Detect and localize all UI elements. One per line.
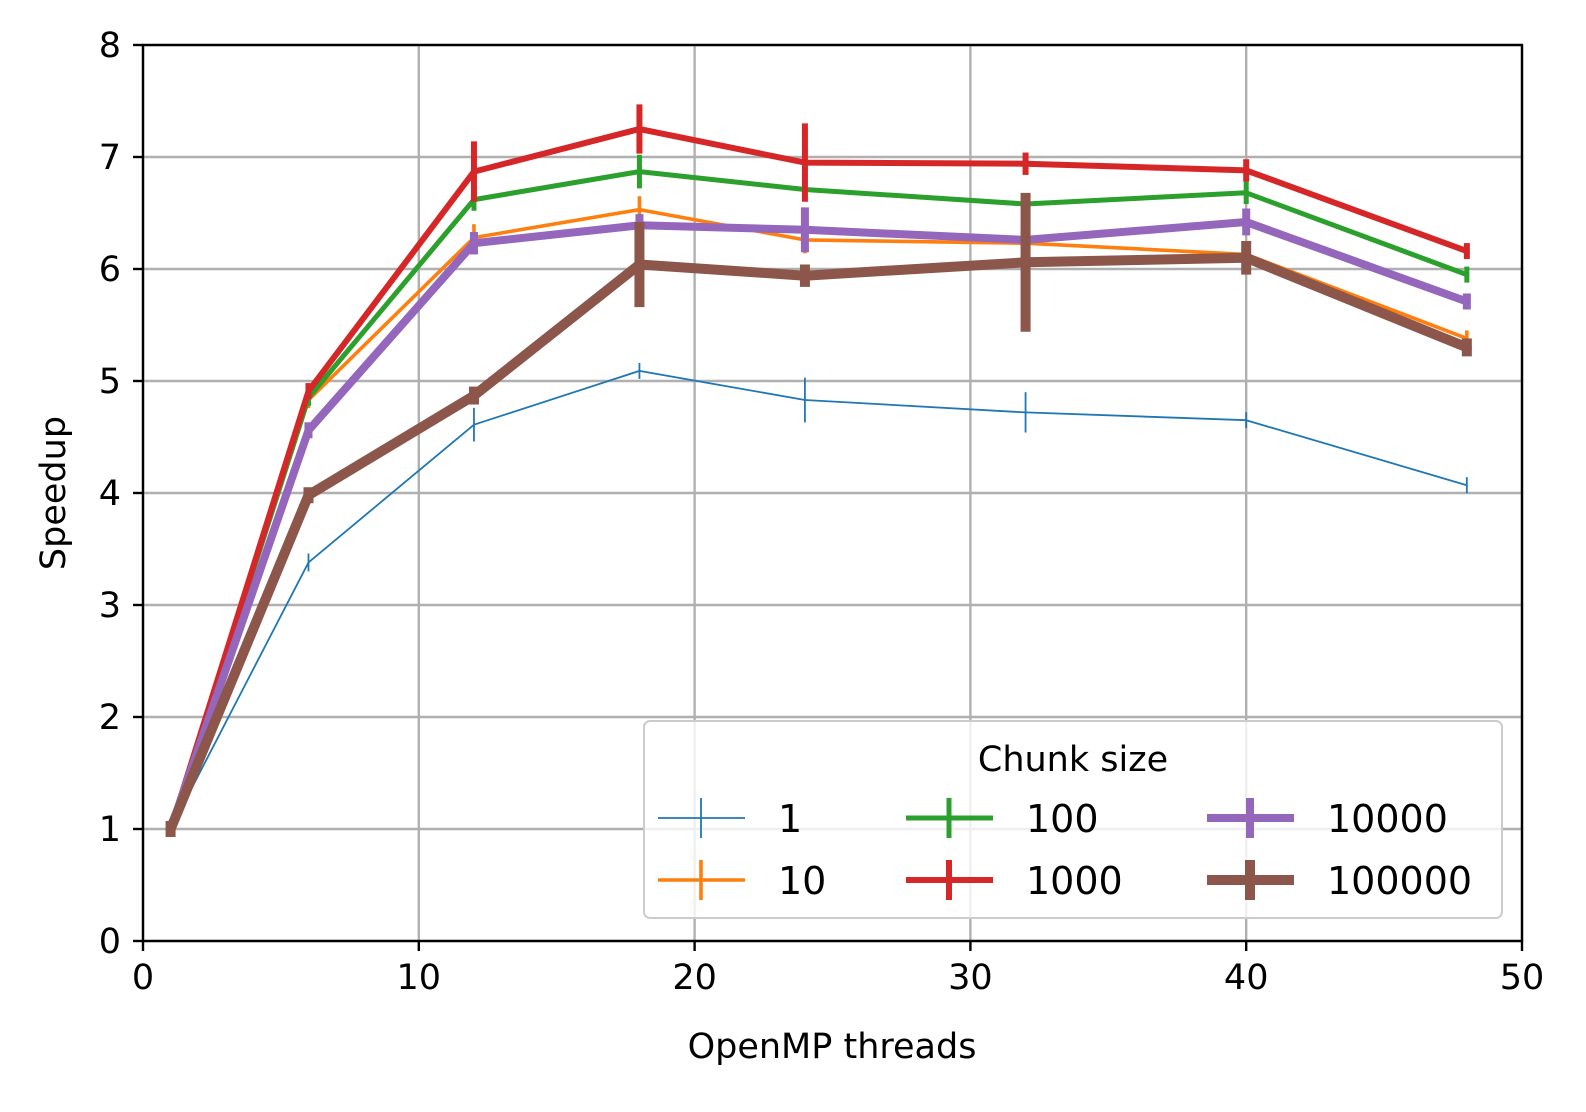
y-tick-label: 6 (99, 250, 121, 290)
legend-entry-1000: 1000 (906, 859, 1123, 903)
legend-label-1000: 1000 (1026, 859, 1123, 903)
legend-entry-1: 1 (658, 797, 802, 841)
x-tick-label: 20 (672, 958, 717, 998)
series-100000 (165, 192, 1472, 837)
legend-label-10000: 10000 (1327, 797, 1448, 841)
y-tick-label: 7 (99, 138, 121, 178)
legend-entry-100000: 100000 (1207, 859, 1472, 903)
series-line-100 (168, 169, 1470, 832)
y-axis-label: Speedup (34, 416, 74, 570)
series-1 (169, 362, 1468, 837)
x-axis-label: OpenMP threads (688, 1027, 977, 1067)
series-1000 (167, 104, 1470, 837)
series-10000 (166, 207, 1471, 837)
legend-title: Chunk size (978, 740, 1168, 780)
series-line-1000 (167, 126, 1470, 832)
x-tick-label: 30 (948, 958, 993, 998)
series-line-1 (169, 369, 1468, 830)
y-tick-label: 0 (99, 922, 121, 962)
x-tick-label: 0 (132, 958, 154, 998)
y-tick-label: 1 (99, 810, 121, 850)
ticks: 0 10 20 30 40 50 0 1 2 3 4 5 6 7 8 (99, 26, 1545, 998)
series-line-100000 (165, 252, 1472, 834)
series-layer (165, 104, 1472, 837)
legend-entry-100: 100 (906, 797, 1099, 841)
y-tick-label: 5 (99, 362, 121, 402)
y-tick-label: 8 (99, 26, 121, 66)
legend-label-100000: 100000 (1327, 859, 1472, 903)
x-tick-label: 40 (1224, 958, 1269, 998)
legend-label-1: 1 (778, 797, 802, 841)
y-tick-label: 4 (99, 474, 121, 514)
series-line-10000 (166, 218, 1471, 833)
legend-entries: 1 10 100 1000 10000 100000 (658, 797, 1472, 903)
legend-box (643, 720, 1503, 919)
legend: Chunk size 1 10 100 1000 10000 100000 (643, 720, 1503, 919)
legend-entry-10000: 10000 (1207, 797, 1448, 841)
y-tick-label: 3 (99, 586, 121, 626)
x-tick-label: 50 (1500, 958, 1545, 998)
legend-label-10: 10 (778, 859, 826, 903)
legend-entry-10: 10 (658, 859, 826, 903)
legend-label-100: 100 (1026, 797, 1099, 841)
x-tick-label: 10 (397, 958, 442, 998)
y-tick-label: 2 (99, 698, 121, 738)
